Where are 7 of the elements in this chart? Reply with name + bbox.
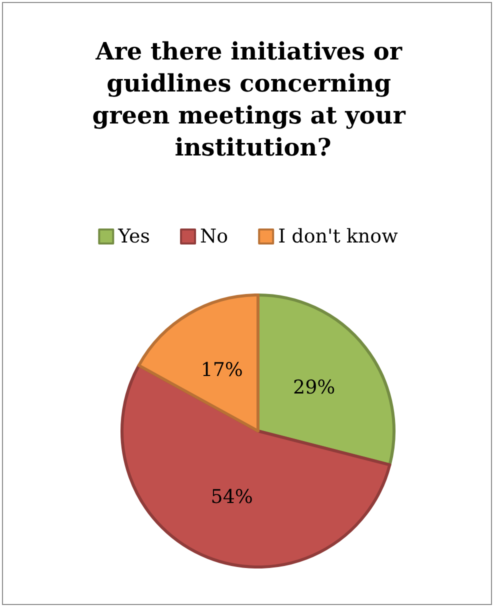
data-label: 54% (210, 486, 253, 508)
data-label: 17% (200, 358, 243, 381)
legend-label: Yes (117, 226, 150, 248)
legend-label: I don't know (278, 226, 399, 248)
legend-label: No (200, 226, 228, 248)
data-label: 29% (292, 376, 336, 398)
chart-title: Are there initiatives or guidlines concerning green meetings at your institution? (92, 36, 414, 162)
